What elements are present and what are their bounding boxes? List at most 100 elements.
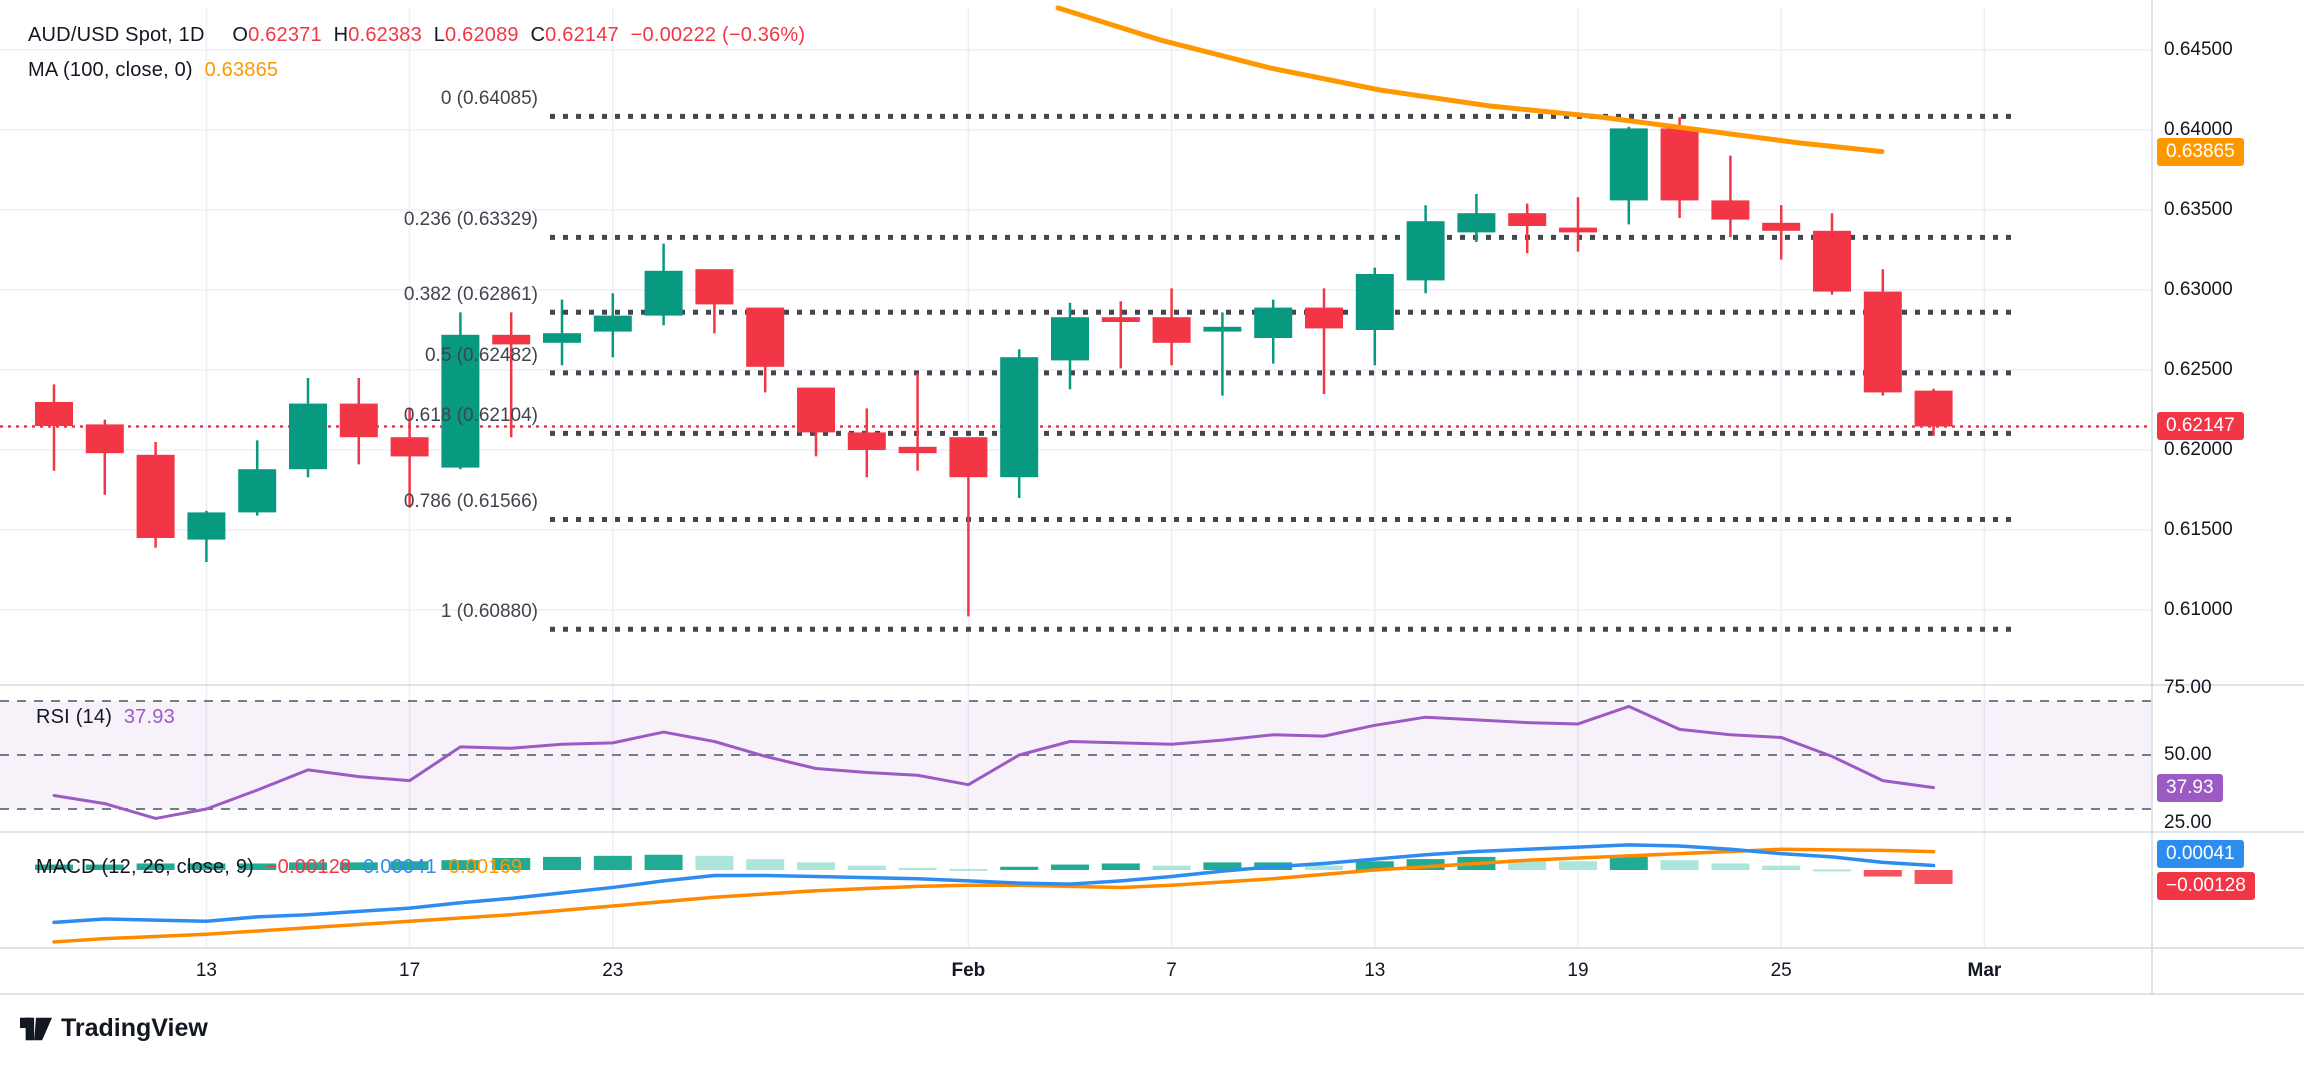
- candle-body: [1559, 227, 1597, 233]
- price-axis-label: 0.64500: [2164, 39, 2233, 60]
- rsi-axis-label: 75.00: [2164, 676, 2212, 698]
- candle-body: [238, 469, 277, 513]
- macd-histogram-bar: [1660, 860, 1699, 870]
- price-axis-label: 0.61000: [2164, 599, 2233, 620]
- macd-legend[interactable]: MACD (12, 26, close, 9) −0.00128 0.00041…: [36, 856, 528, 879]
- open-value: 0.62371: [248, 24, 322, 46]
- macd-histogram-bar: [136, 863, 175, 870]
- price-axis-label: 0.63500: [2164, 199, 2233, 220]
- candle-body: [390, 437, 429, 457]
- low-value: 0.62089: [445, 24, 519, 46]
- rsi-axis-label: 50.00: [2164, 744, 2212, 765]
- price-axis-label: 0.64000: [2164, 119, 2233, 140]
- macd-histogram-bar: [949, 868, 988, 871]
- macd-label[interactable]: MACD (12, 26, close, 9): [36, 856, 255, 878]
- candle-body: [1609, 128, 1648, 201]
- candle-body: [85, 424, 124, 454]
- candle-body: [797, 387, 835, 433]
- ma-legend[interactable]: MA (100, close, 0) 0.63865: [28, 59, 284, 82]
- watermark-text: TradingView: [61, 1014, 208, 1042]
- candle-body: [492, 334, 531, 345]
- macd-histogram-bar: [339, 862, 378, 870]
- candle-body: [35, 402, 73, 426]
- symbol-title[interactable]: AUD/USD Spot, 1D: [28, 24, 205, 46]
- macd-histogram-bar: [543, 856, 581, 870]
- ma-value: 0.63865: [204, 59, 279, 81]
- rsi-axis-label: 25.00: [2164, 811, 2212, 833]
- symbol-legend[interactable]: AUD/USD Spot, 1D O0.62371 H0.62383 L0.62…: [28, 24, 811, 47]
- macd-histogram-bar: [1305, 865, 1343, 870]
- macd-histogram-bar: [1762, 865, 1801, 870]
- time-axis-label: 23: [602, 960, 624, 981]
- candle-body: [1914, 390, 1953, 427]
- rsi-legend[interactable]: RSI (14) 37.93: [36, 706, 181, 729]
- ma100-line: [1055, 5, 1885, 155]
- macd-line-badge: 0.00041: [2157, 839, 2244, 868]
- change-value: −0.00222 (−0.36%): [630, 24, 806, 46]
- candle-body: [136, 454, 175, 538]
- candle-body: [593, 315, 632, 332]
- candle-body: [1203, 326, 1242, 332]
- macd-hist-badge: −0.00128: [2157, 871, 2255, 900]
- open-label: O: [232, 24, 249, 46]
- macd-histogram-bar: [1863, 870, 1902, 877]
- fib-level-label: 0.236 (0.63329): [403, 209, 538, 231]
- macd-histogram-bar: [593, 855, 632, 870]
- macd-histogram-bar: [1609, 856, 1648, 870]
- macd-histogram-bar: [1406, 859, 1445, 870]
- macd-histogram-bar: [644, 854, 683, 870]
- fib-level-label: 1 (0.60880): [440, 601, 538, 623]
- time-axis-label: 7: [1166, 960, 1177, 981]
- candle-body: [1254, 307, 1293, 338]
- candle-body: [1762, 222, 1801, 231]
- fib-level-label: 0.618 (0.62104): [403, 405, 538, 427]
- tradingview-logo[interactable]: TradingView: [20, 1014, 208, 1043]
- macd-histogram-bar: [289, 862, 327, 870]
- macd-histogram-bar: [187, 863, 226, 870]
- fib-level-label: 0.5 (0.62482): [424, 344, 538, 366]
- macd-histogram-bar: [898, 867, 937, 870]
- candle-body: [746, 307, 785, 367]
- time-axis-label: 25: [1770, 960, 1792, 981]
- candle-body: [441, 334, 480, 468]
- price-axis-label: 0.62000: [2164, 439, 2233, 460]
- last-price-badge: 0.62147: [2157, 412, 2244, 441]
- rsi-label[interactable]: RSI (14): [36, 706, 113, 728]
- candle-body: [1000, 357, 1039, 478]
- candle-body: [1355, 274, 1394, 330]
- candle-body: [1711, 200, 1750, 220]
- ma-label[interactable]: MA (100, close, 0): [28, 59, 193, 81]
- macd-signal-value: 0.00169: [448, 856, 523, 878]
- ma-value-badge: 0.63865: [2157, 137, 2244, 166]
- time-axis-label: 19: [1567, 960, 1589, 981]
- macd-histogram-bar: [695, 855, 734, 870]
- macd-line: [52, 843, 1936, 925]
- macd-histogram-bar: [1051, 864, 1089, 870]
- candle-body: [1051, 317, 1089, 361]
- candle-body: [1101, 317, 1140, 322]
- candle-body: [1813, 230, 1851, 292]
- macd-histogram-bar: [441, 860, 480, 870]
- candle-body: [543, 333, 581, 343]
- candle-body: [1305, 307, 1343, 329]
- candle-body: [1152, 317, 1191, 343]
- high-label: H: [333, 24, 349, 46]
- macd-histogram-bar: [746, 859, 785, 870]
- macd-histogram-bar: [797, 862, 835, 870]
- macd-line-value: 0.00041: [363, 856, 437, 878]
- macd-histogram-bar: [1508, 859, 1547, 870]
- macd-histogram-bar: [847, 865, 886, 870]
- candle-body: [339, 403, 378, 438]
- macd-histogram-bar: [1203, 862, 1242, 870]
- fib-level-label: 0.382 (0.62861): [403, 284, 538, 306]
- close-label: C: [530, 24, 546, 46]
- candle-body: [1508, 213, 1547, 226]
- high-value: 0.62383: [348, 24, 422, 46]
- macd-histogram-bar: [1101, 863, 1140, 870]
- macd-histogram-bar: [85, 864, 124, 870]
- macd-hist-value: −0.00128: [265, 856, 352, 878]
- time-axis-label: Mar: [1967, 960, 2002, 981]
- rsi-value-badge: 37.93: [2157, 773, 2223, 802]
- macd-histogram-bar: [1813, 869, 1851, 872]
